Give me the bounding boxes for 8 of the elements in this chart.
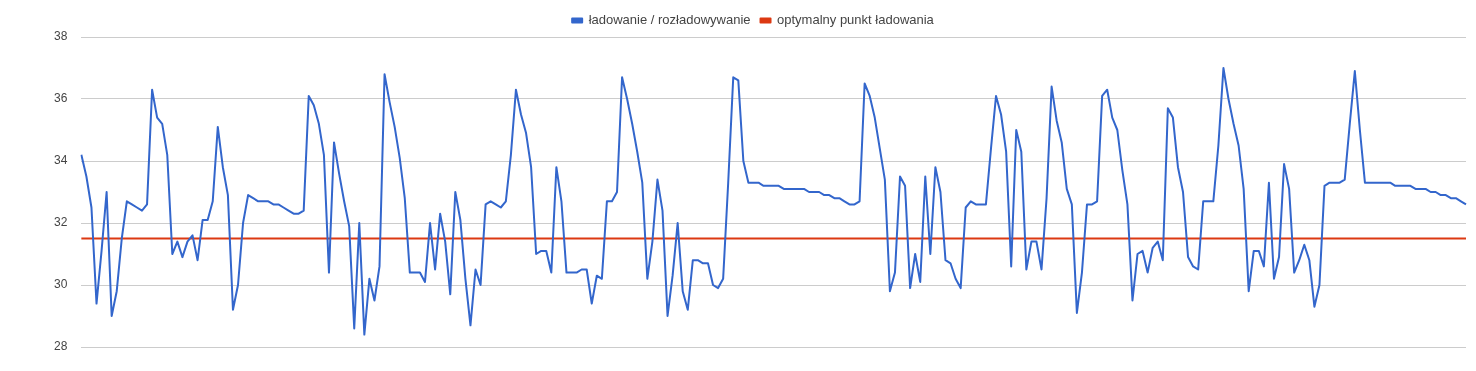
y-tick-label: 36 [53,91,68,106]
legend-label: ładowanie / rozładowywanie [588,12,751,28]
y-tick-label: 38 [53,29,68,44]
legend-label: optymalny punkt ładowania [777,12,935,28]
y-tick-label: 28 [53,339,68,354]
y-tick-label: 34 [53,153,68,168]
y-tick-label: 32 [53,215,68,230]
y-tick-label: 30 [53,277,68,292]
